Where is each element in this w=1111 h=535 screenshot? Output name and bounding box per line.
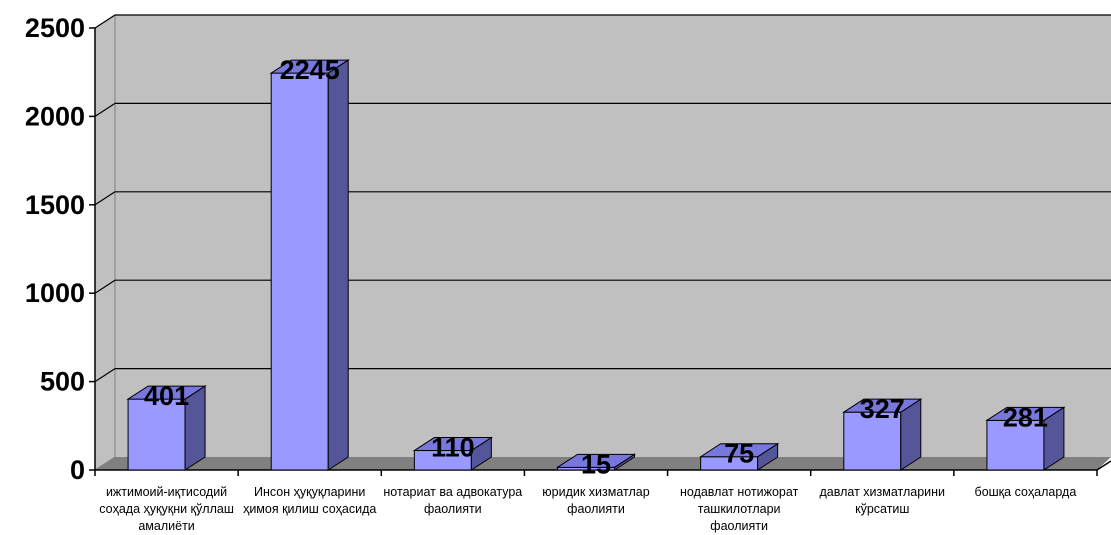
y-tick-label: 1000 bbox=[25, 278, 85, 308]
bar-top bbox=[126, 385, 207, 400]
bar-front bbox=[127, 398, 186, 471]
gridlines bbox=[94, 14, 1111, 383]
y-tick-label: 0 bbox=[70, 455, 85, 485]
x-tick-label: юридик хизматлар фаолияти bbox=[542, 485, 650, 516]
bar bbox=[412, 436, 494, 471]
x-axis-end bbox=[1096, 460, 1111, 471]
bar bbox=[269, 59, 350, 471]
data-label: 281 bbox=[1003, 402, 1048, 432]
bar bbox=[698, 442, 780, 471]
x-tick-label: давлат хизматларини кўрсатиш bbox=[819, 485, 946, 516]
bars bbox=[126, 59, 1066, 471]
data-label: 110 bbox=[431, 433, 475, 463]
gridline-side bbox=[94, 102, 116, 117]
data-label: 15 bbox=[581, 449, 611, 479]
bar-top bbox=[269, 59, 350, 74]
bar-front bbox=[843, 411, 902, 471]
gridline-side bbox=[94, 14, 116, 29]
bar bbox=[842, 398, 923, 471]
gridline-side bbox=[94, 191, 116, 206]
chart-walls bbox=[94, 14, 1111, 471]
x-tick-label: бошқа соҳаларда bbox=[974, 485, 1077, 499]
x-tick-label: ижтимоий-иқтисодий соҳада ҳуқуқни қўллаш… bbox=[99, 485, 234, 533]
data-labels: 401 2245 110 15 75 327 281 bbox=[144, 55, 1048, 479]
bar bbox=[555, 453, 637, 471]
back-wall bbox=[115, 15, 1111, 457]
bar bbox=[985, 406, 1066, 471]
x-tick-label: нодавлат нотижорат ташкилотлари фаолияти bbox=[679, 485, 799, 533]
bar-top bbox=[985, 406, 1066, 421]
bar bbox=[126, 385, 207, 471]
x-tick-label: нотариат ва адвокатура фаолияти bbox=[383, 485, 523, 516]
bar-top bbox=[842, 398, 923, 413]
y-axis: 0 500 1000 1500 2000 2500 bbox=[25, 13, 96, 485]
bar-side bbox=[327, 59, 349, 471]
bar-top bbox=[412, 437, 494, 452]
gridline-side bbox=[94, 279, 116, 294]
side-wall bbox=[94, 14, 116, 471]
bar-front bbox=[270, 72, 329, 471]
data-label: 401 bbox=[144, 381, 189, 411]
data-label: 2245 bbox=[280, 55, 340, 85]
bar-top bbox=[698, 443, 780, 458]
bar-top bbox=[555, 453, 637, 468]
y-tick-label: 2500 bbox=[25, 13, 85, 43]
gridline-side bbox=[94, 368, 116, 383]
y-tick-label: 500 bbox=[40, 367, 85, 397]
data-label: 327 bbox=[860, 394, 905, 424]
data-label: 75 bbox=[724, 439, 754, 469]
y-tick-label: 1500 bbox=[25, 190, 85, 220]
bar-front bbox=[986, 419, 1045, 471]
y-tick-label: 2000 bbox=[25, 101, 85, 131]
x-tick-label: Инсон ҳуқуқларини ҳимоя қилиш соҳасида bbox=[243, 485, 377, 516]
